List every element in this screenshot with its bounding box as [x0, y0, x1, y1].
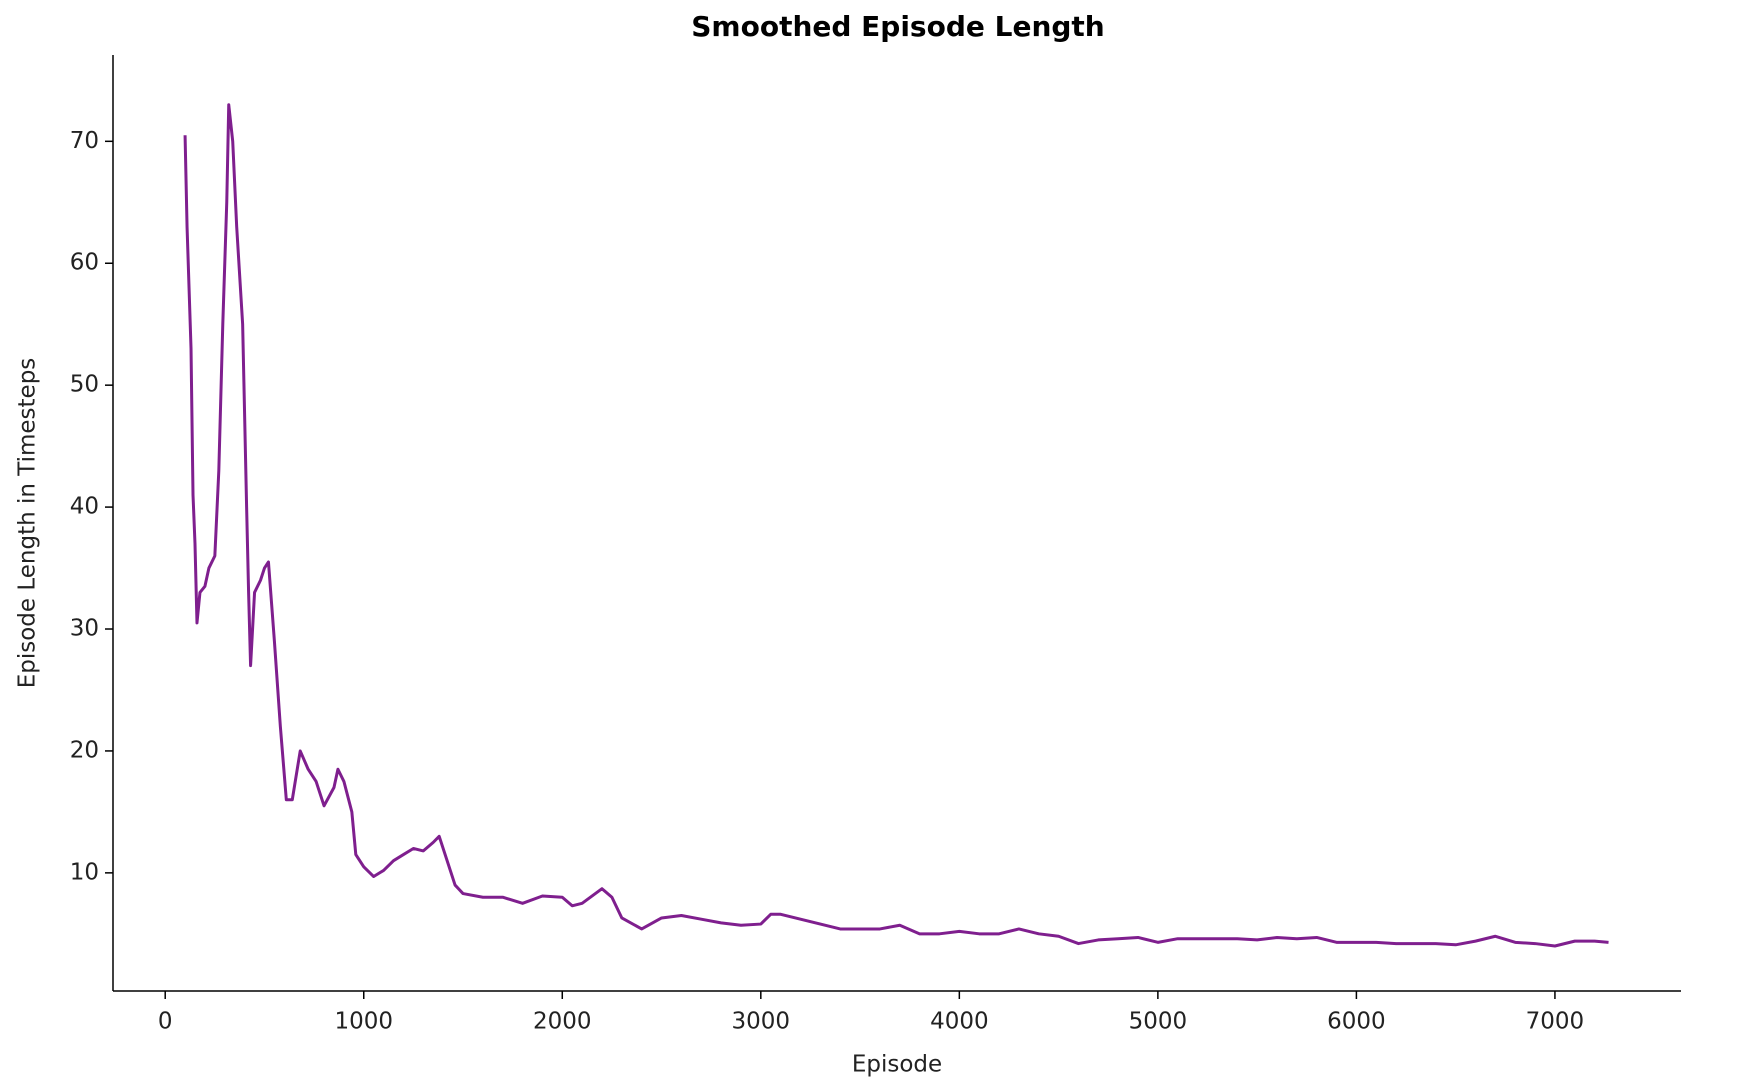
y-tick-label: 30 — [70, 616, 99, 642]
y-tick-label: 50 — [70, 372, 99, 398]
y-axis-label: Episode Length in Timesteps — [15, 358, 41, 689]
x-tick-label: 1000 — [334, 1009, 393, 1035]
chart-title: Smoothed Episode Length — [691, 10, 1105, 43]
x-axis-label: Episode — [852, 1052, 942, 1078]
x-tick-label: 6000 — [1327, 1009, 1386, 1035]
x-tick-label: 2000 — [533, 1009, 592, 1035]
x-tick-label: 0 — [158, 1009, 173, 1035]
x-tick-label: 3000 — [732, 1009, 791, 1035]
y-tick-label: 70 — [70, 128, 99, 154]
x-tick-label: 4000 — [930, 1009, 989, 1035]
y-tick-label: 40 — [70, 494, 99, 520]
x-tick-label: 5000 — [1129, 1009, 1188, 1035]
y-tick-label: 60 — [70, 250, 99, 276]
data-line — [183, 103, 1609, 948]
y-tick-label: 20 — [70, 737, 99, 763]
x-tick-label: 7000 — [1526, 1009, 1585, 1035]
y-tick-label: 10 — [70, 859, 99, 885]
